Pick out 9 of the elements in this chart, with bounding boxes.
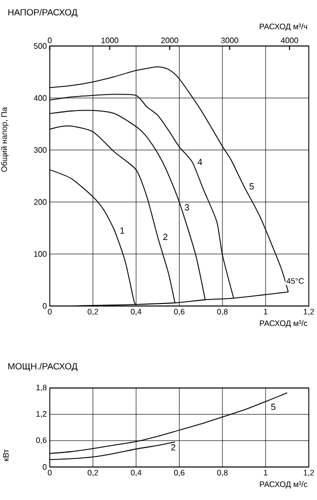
series-label: 2 [171,444,176,450]
series-label: 1 [120,228,124,234]
series-label: 5 [271,404,276,410]
series-label: 4 [198,158,202,166]
series-label: 5 [250,183,254,190]
chart-title: МОЩН./РАСХОД [8,362,78,372]
series-label: 2 [163,234,168,240]
chart-title: НАПОР/РАСХОД [8,8,78,18]
series-label: 3 [184,204,190,211]
